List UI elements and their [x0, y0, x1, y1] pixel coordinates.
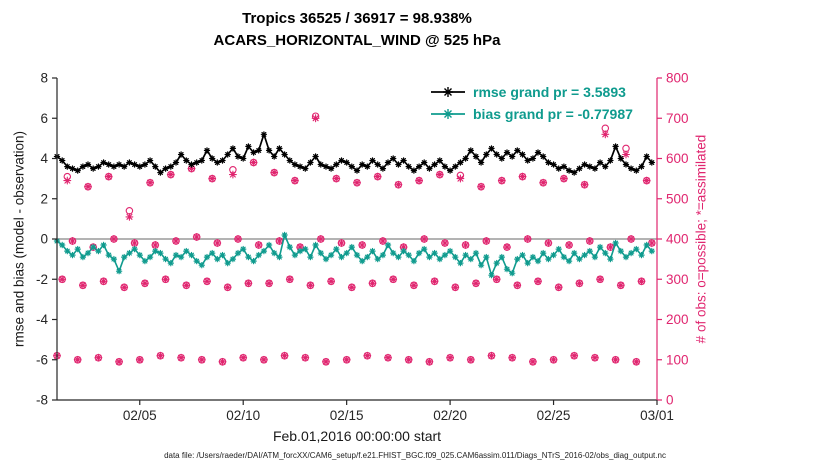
legend-item-rmse: rmse grand pr = 3.5893 [430, 82, 633, 101]
plot-title-line1: Tropics 36525 / 36917 = 98.938% [242, 10, 472, 27]
svg-text:02/25: 02/25 [537, 408, 571, 423]
svg-text:400: 400 [666, 232, 689, 247]
svg-text:700: 700 [666, 111, 689, 126]
svg-text:0: 0 [666, 393, 674, 408]
svg-text:600: 600 [666, 151, 689, 166]
svg-text:02/05: 02/05 [123, 408, 157, 423]
svg-text:100: 100 [666, 352, 689, 367]
svg-text:02/20: 02/20 [433, 408, 467, 423]
x-axis-label: Feb.01,2016 00:00:00 start [272, 428, 442, 444]
svg-text:03/01: 03/01 [640, 408, 674, 423]
rmse-legend-label: rmse grand pr = 3.5893 [473, 83, 626, 100]
bias-legend-label: bias grand pr = -0.77987 [473, 105, 633, 122]
legend: rmse grand pr = 3.5893 bias grand pr = -… [430, 82, 633, 123]
right-axis-label: # of obs: o=possible; *=assimilated [693, 134, 709, 344]
svg-text:02/15: 02/15 [330, 408, 364, 423]
left-axis-label: rmse and bias (model - observation) [11, 130, 27, 348]
svg-text:-2: -2 [36, 272, 48, 287]
svg-text:6: 6 [40, 111, 48, 126]
plot-title-line2: ACARS_HORIZONTAL_WIND @ 525 hPa [213, 32, 501, 49]
svg-text:200: 200 [666, 312, 689, 327]
bias-line-marker-icon [431, 108, 465, 119]
svg-text:300: 300 [666, 272, 689, 287]
svg-text:0: 0 [40, 232, 48, 247]
svg-text:02/10: 02/10 [226, 408, 260, 423]
svg-text:2: 2 [40, 191, 48, 206]
rmse-line-marker-icon [431, 86, 465, 97]
svg-text:800: 800 [666, 71, 689, 86]
svg-text:-4: -4 [36, 312, 48, 327]
svg-text:-8: -8 [36, 393, 48, 408]
svg-text:-6: -6 [36, 352, 48, 367]
svg-text:500: 500 [666, 191, 689, 206]
legend-item-bias: bias grand pr = -0.77987 [430, 104, 633, 123]
data-file-path: data file: /Users/raeder/DAI/ATM_forcXX/… [164, 451, 666, 460]
svg-text:8: 8 [40, 71, 48, 86]
svg-text:4: 4 [40, 151, 48, 166]
